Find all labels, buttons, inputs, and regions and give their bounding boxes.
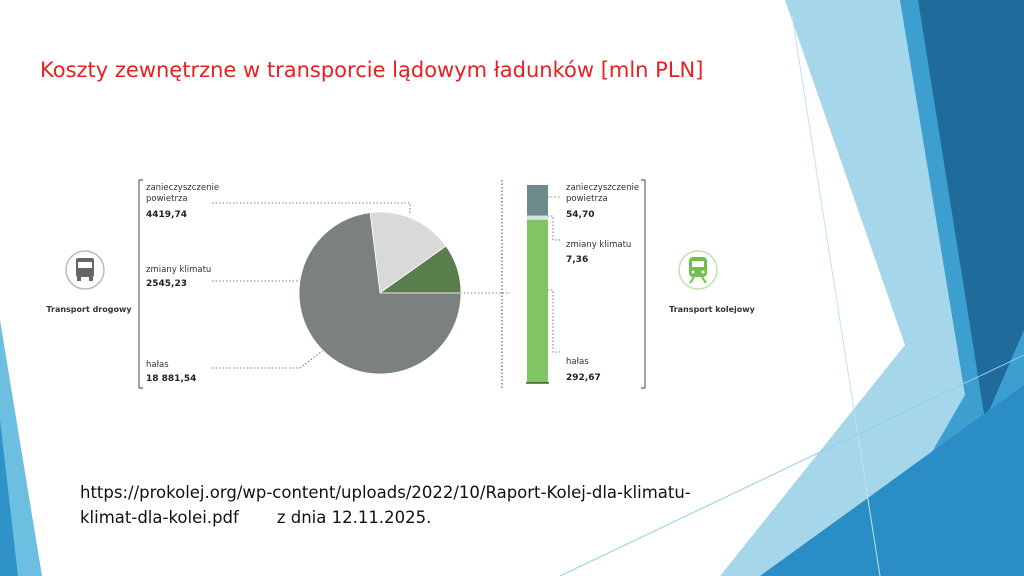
- bar-value-label: 54,70: [566, 210, 595, 220]
- pie-label: zmiany klimatu: [146, 265, 212, 275]
- legend-label: zanieczyszczenie powietrza: [566, 183, 640, 204]
- pie-label: zanieczyszczenie powietrza: [146, 183, 220, 204]
- pie-value-label: 18 881,54: [146, 374, 197, 384]
- source-url: https://prokolej.org/wp-content/uploads/…: [80, 483, 691, 527]
- bar-segment: [527, 215, 548, 220]
- bar-segment: [527, 185, 548, 216]
- chart-marks: [298, 185, 549, 384]
- bar-value-label: 7,36: [566, 255, 589, 265]
- bar-value-label: 292,67: [566, 373, 601, 383]
- legend-label: hałas: [566, 357, 589, 367]
- train-icon: [678, 250, 718, 290]
- pie-slice: [369, 211, 447, 294]
- brackets: [138, 179, 646, 389]
- pie-value-label: 2545,23: [146, 279, 187, 289]
- source-note: https://prokolej.org/wp-content/uploads/…: [80, 480, 720, 530]
- truck-icon: [65, 250, 105, 290]
- bar-title: Transport kolejowy: [669, 305, 755, 314]
- pie-value-label: 4419,74: [146, 210, 187, 220]
- pie-label: hałas: [146, 360, 169, 370]
- source-date: z dnia 12.11.2025.: [276, 508, 432, 527]
- pie-slice: [298, 212, 462, 375]
- legend-label: zmiany klimatu: [566, 240, 632, 250]
- slide-title: Koszty zewnętrzne w transporcie lądowym …: [40, 58, 704, 82]
- pie-title: Transport drogowy: [46, 305, 132, 314]
- bar-segment: [527, 219, 548, 383]
